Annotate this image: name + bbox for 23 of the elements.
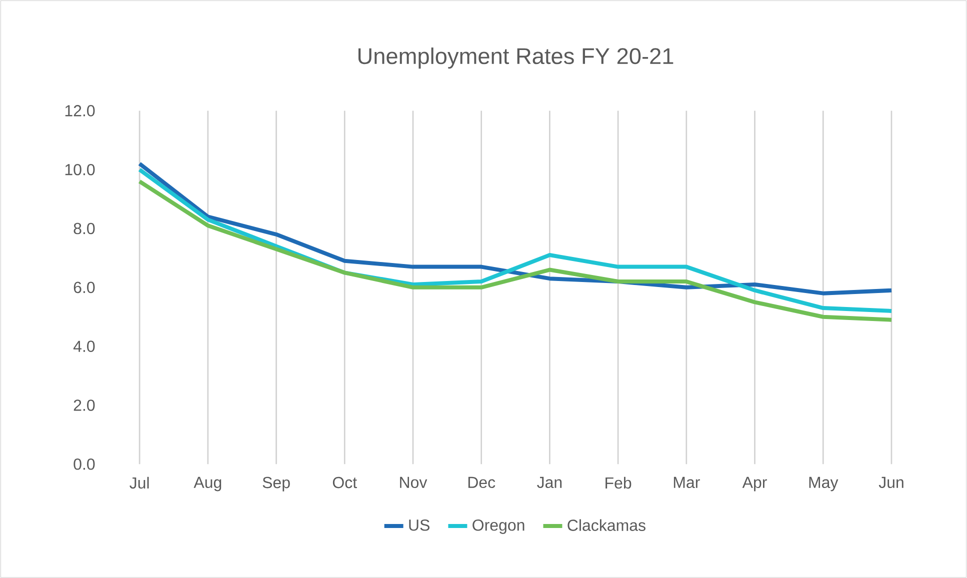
legend-label: US	[409, 519, 430, 531]
x-tick-label: Feb	[606, 476, 632, 489]
x-tick-label: Dec	[468, 476, 496, 488]
x-tick-label: Apr	[742, 476, 767, 492]
x-tick-label: Nov	[400, 476, 428, 488]
x-tick-label: Oct	[332, 476, 357, 488]
x-tick-label: Jul	[130, 476, 149, 489]
chart-title: Unemployment Rates FY 20-21	[358, 47, 674, 69]
x-tick-label: Aug	[194, 476, 222, 492]
legend-label: Clackamas	[568, 519, 646, 531]
y-tick-label: 4.0	[73, 340, 95, 352]
x-tick-label: Jun	[878, 476, 904, 488]
x-tick-label: Sep	[262, 476, 290, 492]
legend-label: Oregon	[472, 519, 524, 534]
y-tick-label: 10.0	[65, 164, 95, 176]
y-tick-label: 8.0	[74, 222, 95, 234]
x-tick-label: May	[809, 476, 838, 492]
x-tick-label: Mar	[674, 476, 700, 488]
y-tick-label: 0.0	[74, 458, 95, 470]
y-tick-label: 12.0	[65, 104, 95, 116]
y-tick-label: 2.0	[74, 399, 95, 411]
x-tick-label: Jan	[537, 476, 562, 488]
y-tick-label: 6.0	[74, 282, 95, 293]
